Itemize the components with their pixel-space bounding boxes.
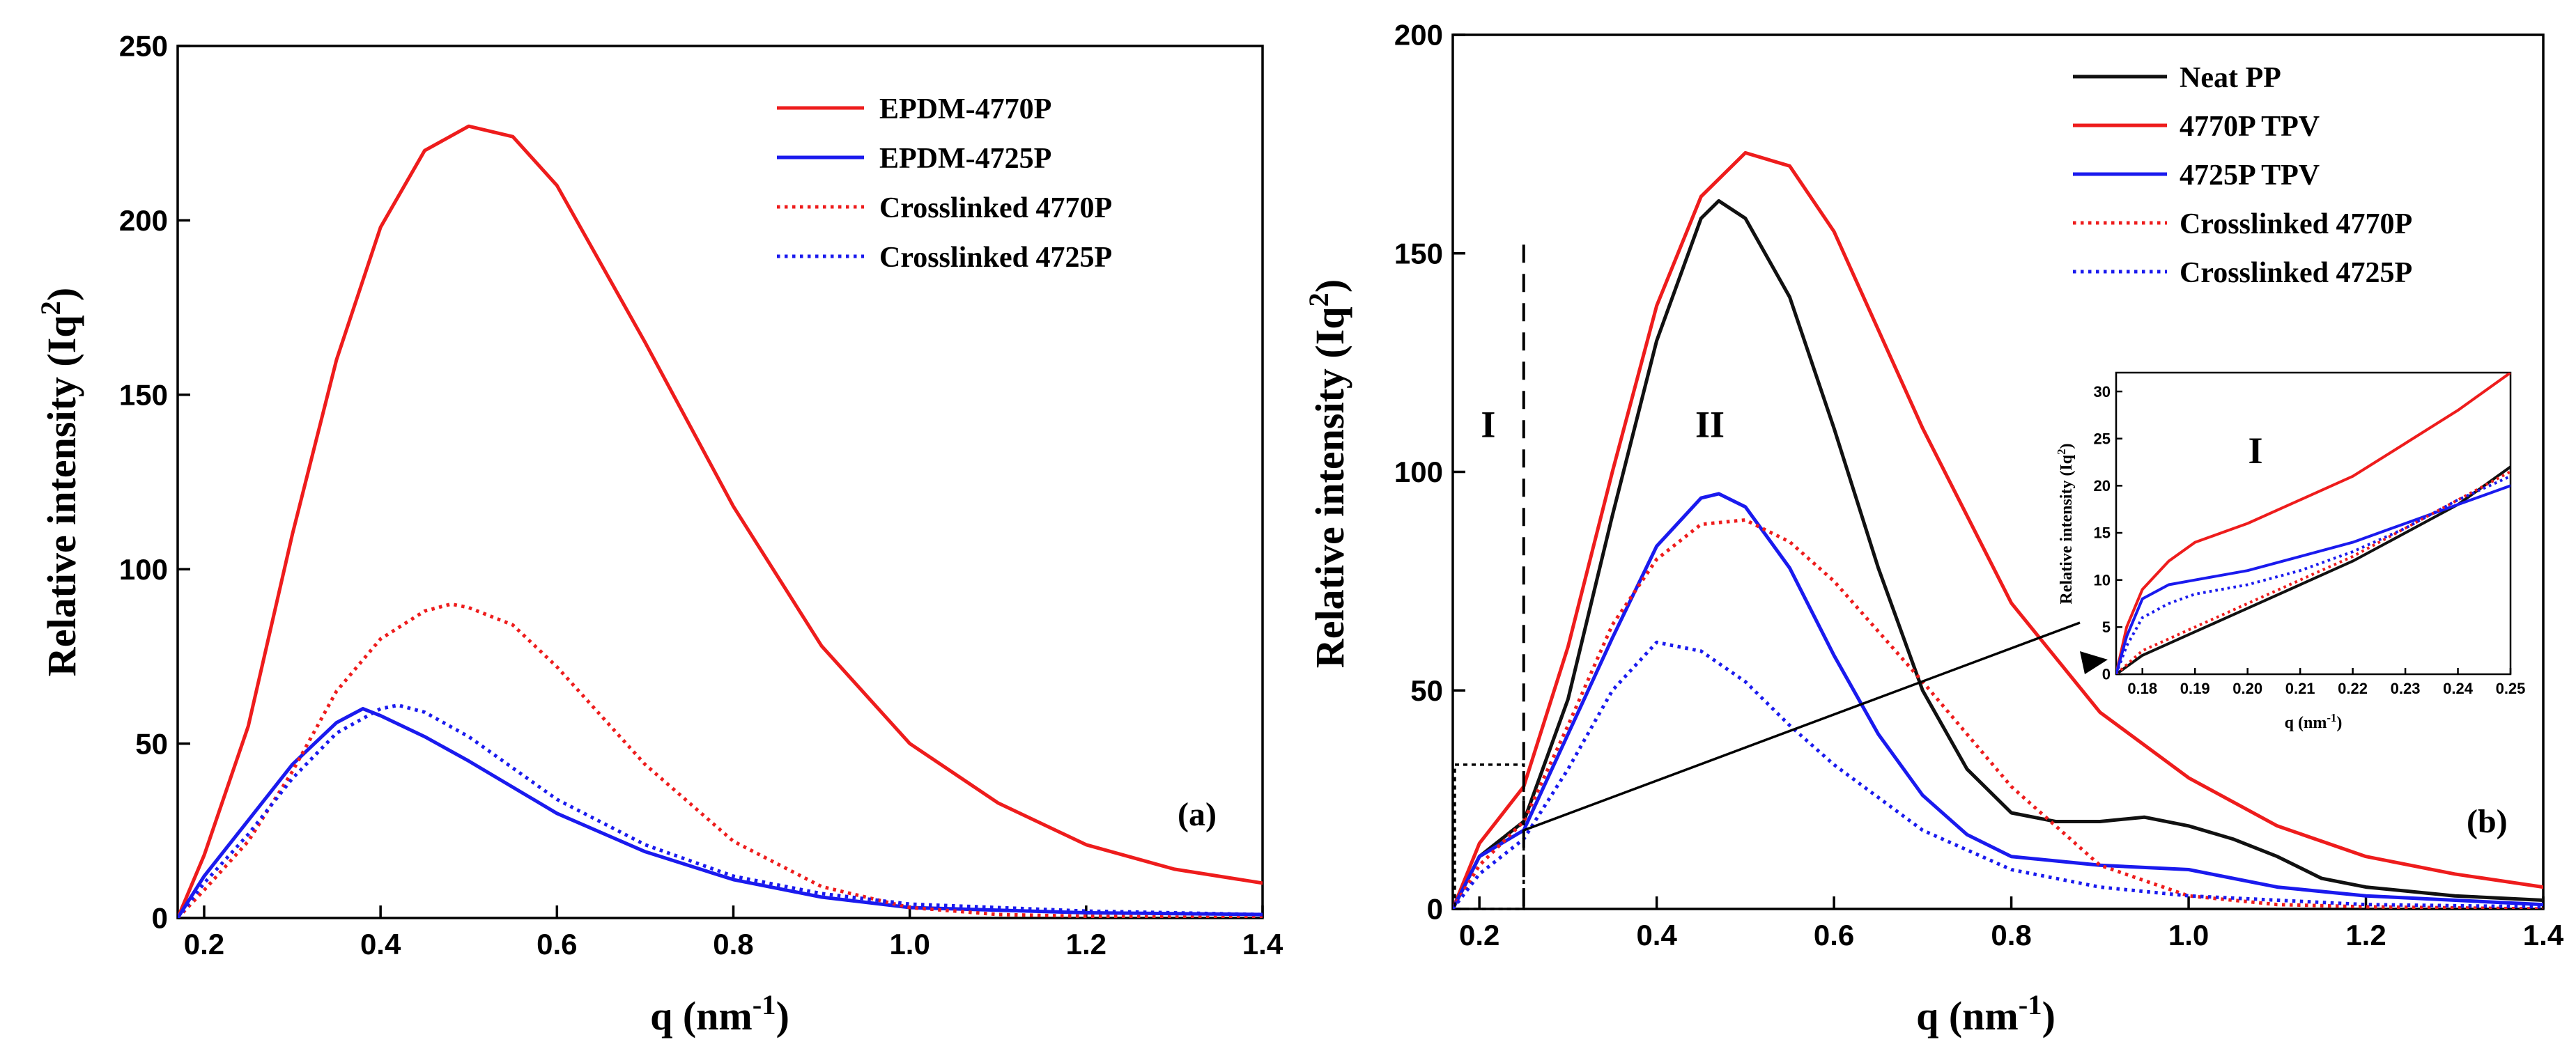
series-group — [1453, 150, 2543, 909]
series-line-crosslinked-4770p — [178, 602, 1263, 918]
y-tick-label: 0 — [1427, 893, 1443, 926]
region-label-ii: II — [1695, 403, 1725, 445]
y-axis-title: Relative intensity (Iq2) — [1303, 279, 1353, 668]
x-axis-title: q (nm-1) — [1916, 989, 2056, 1039]
x-tick-label: 0.4 — [1636, 919, 1677, 951]
y-tick-label: 20 — [2094, 477, 2111, 495]
x-tick-label: 1.0 — [889, 928, 930, 960]
x-tick-label: 0.25 — [2496, 680, 2526, 697]
y-tick-label: 100 — [119, 553, 168, 586]
legend-label-crosslinked-4770p: Crosslinked 4770P — [879, 192, 1112, 224]
y-tick-label: 5 — [2102, 619, 2111, 636]
series-line-crosslinked-4725p — [178, 703, 1263, 918]
y-tick-label: 50 — [135, 727, 168, 760]
series-group — [2116, 373, 2511, 674]
x-tick-label: 1.0 — [2168, 919, 2209, 951]
inset-region-label-i: I — [2248, 430, 2262, 472]
legend-label-epdm-4770p: EPDM-4770P — [879, 93, 1051, 125]
region-label-i: I — [1481, 403, 1495, 445]
legend-label-crosslinked-4770p: Crosslinked 4770P — [2180, 208, 2412, 240]
series-line-epdm-4770p — [178, 124, 1263, 918]
zoom-arrow-line — [1523, 621, 2081, 832]
region-i-zoom-box — [1453, 763, 1525, 910]
y-tick-label: 10 — [2094, 571, 2111, 589]
plot-frame — [176, 45, 1264, 919]
panel-label-a: (a) — [1178, 796, 1217, 833]
legend-label-4725p-tpv: 4725P TPV — [2180, 160, 2320, 192]
y-tick-label: 15 — [2094, 524, 2111, 542]
x-tick-label: 1.2 — [2345, 919, 2386, 951]
y-tick-label: 250 — [119, 30, 168, 63]
legend-label-4770p-tpv: 4770P TPV — [2180, 111, 2320, 143]
y-tick-label: 100 — [1394, 456, 1443, 488]
x-tick-label: 0.20 — [2232, 680, 2262, 697]
zoom-arrow-head — [2080, 651, 2108, 674]
series-line-4725p-tpv — [1453, 492, 2543, 909]
series-line-crosslinked-4725p — [2116, 474, 2511, 674]
series-line-crosslinked-4770p — [1453, 518, 2543, 909]
x-tick-label: 0.23 — [2391, 680, 2421, 697]
x-tick-label: 0.24 — [2443, 680, 2474, 697]
legend-label-crosslinked-4725p: Crosslinked 4725P — [879, 242, 1112, 274]
y-tick-label: 150 — [1394, 237, 1443, 270]
x-tick-label: 0.4 — [360, 928, 401, 960]
legend: EPDM-4770P EPDM-4725P Crosslinked 4770P Cro… — [777, 93, 1112, 274]
y-tick-label: 30 — [2094, 383, 2111, 400]
legend-label-crosslinked-4725p: Crosslinked 4725P — [2180, 257, 2412, 289]
series-line-epdm-4725p — [178, 707, 1263, 918]
inset-chart: 0.18 0.19 0.20 0.21 0.22 0.23 0.24 0.25 0 5 10 15 20… — [2055, 371, 2526, 733]
y-tick-label: 0 — [152, 902, 168, 935]
x-tick-label: 0.2 — [1459, 919, 1499, 951]
series-group — [178, 124, 1263, 918]
y-tick-label: 50 — [1410, 674, 1443, 707]
x-tick-label: 0.6 — [537, 928, 577, 960]
y-tick-label: 150 — [119, 379, 168, 412]
legend: Neat PP 4770P TPV 4725P TPV Crosslinked 477… — [2073, 62, 2412, 289]
panel-label-b: (b) — [2467, 803, 2508, 840]
x-tick-label: 1.4 — [1242, 928, 1283, 960]
x-tick-label: 0.21 — [2285, 680, 2315, 697]
series-line-4725p-tpv — [2116, 484, 2511, 674]
y-tick-label: 200 — [119, 204, 168, 237]
legend-label-neat-pp: Neat PP — [2180, 62, 2281, 94]
plot-frame — [2115, 371, 2512, 676]
x-tick-label: 1.4 — [2523, 919, 2564, 951]
x-tick-label: 1.2 — [1066, 928, 1106, 960]
y-tick-label: 200 — [1394, 19, 1443, 52]
y-tick-label: 25 — [2094, 430, 2111, 447]
series-line-4770p-tpv — [1453, 150, 2543, 909]
x-axis-title: q (nm-1) — [650, 989, 789, 1039]
x-tick-label: 0.18 — [2127, 680, 2157, 697]
series-line-neat-pp — [1453, 199, 2543, 909]
inset-x-axis-title: q (nm-1) — [2285, 711, 2343, 733]
x-tick-label: 0.2 — [184, 928, 224, 960]
x-tick-label: 0.19 — [2180, 680, 2210, 697]
x-tick-label: 0.6 — [1814, 919, 1854, 951]
inset-y-axis-title: Relative intensity (Iq2) — [2055, 443, 2076, 604]
x-tick-label: 0.8 — [713, 928, 753, 960]
x-tick-label: 0.8 — [1991, 919, 2031, 951]
y-tick-label: 0 — [2102, 666, 2111, 683]
legend-label-epdm-4725p: EPDM-4725P — [879, 143, 1051, 175]
series-line-neat-pp — [2116, 465, 2511, 674]
y-axis-title: Relative intensity (Iq2) — [35, 288, 85, 676]
series-line-4770p-tpv — [2116, 373, 2511, 674]
chart-panel-a: 0.2 0.4 0.6 0.8 1.0 1.2 1.4 0 50 100 150 200 250 q (n… — [35, 30, 1283, 1038]
x-tick-label: 0.22 — [2338, 680, 2368, 697]
inset-background — [2116, 373, 2511, 674]
series-line-crosslinked-4725p — [1453, 640, 2543, 909]
